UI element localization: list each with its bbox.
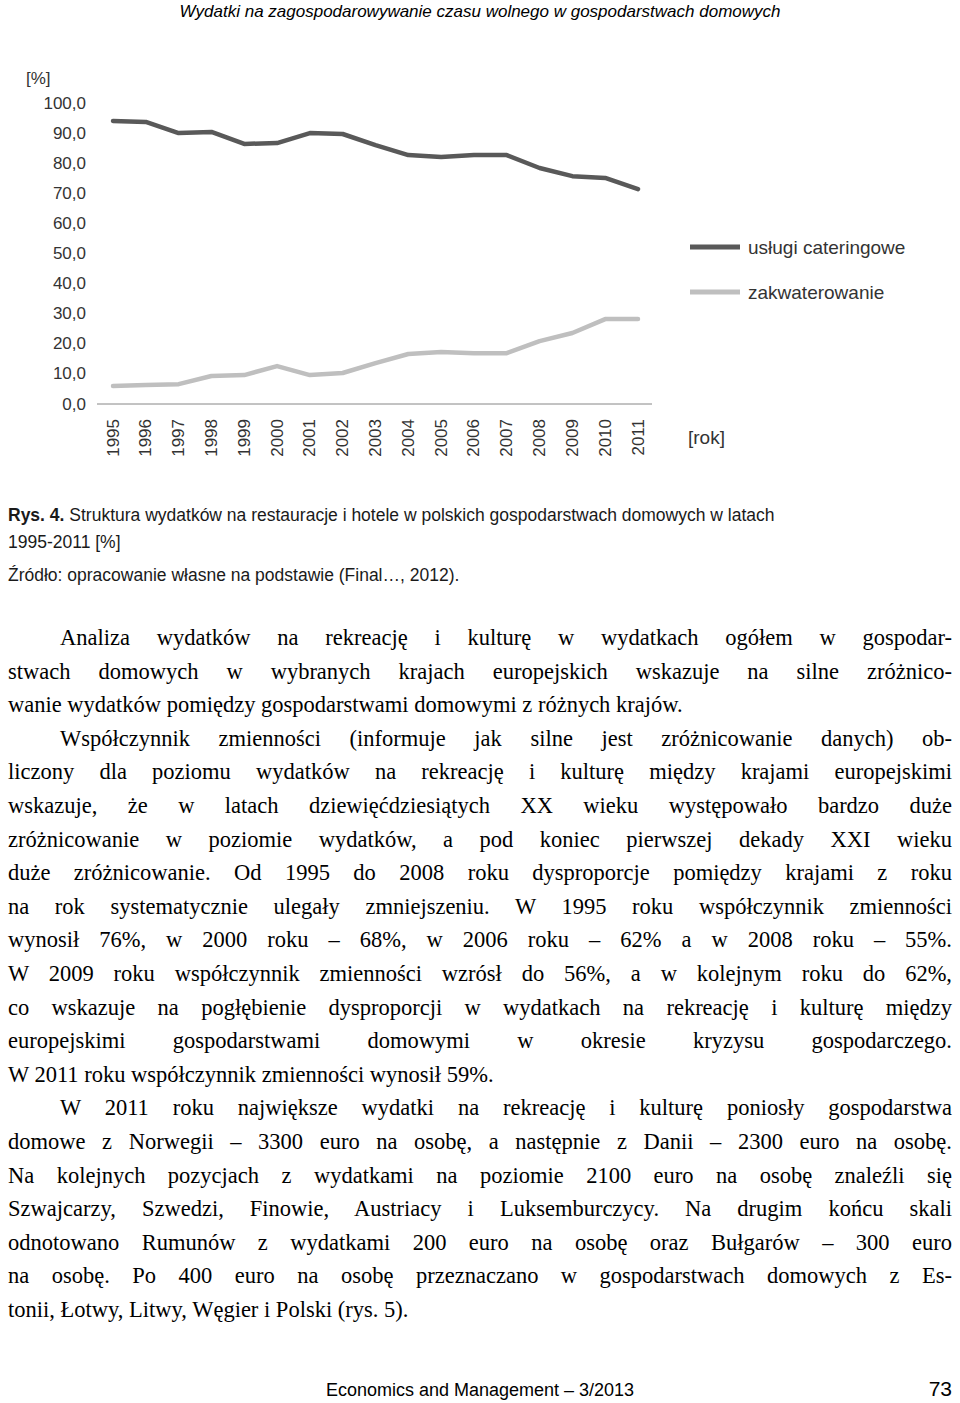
x-tick-label: 2005 [432,419,451,457]
footer-journal: Economics and Management – 3/2013 [0,1378,960,1402]
x-tick-label: 2004 [399,419,418,457]
y-tick-label: 20,0 [53,334,86,353]
body-text-line: stwach domowych w wybranych krajach euro… [8,655,952,689]
y-tick-label: 40,0 [53,274,86,293]
series-line [113,121,638,189]
body-text-line: W 2011 roku największe wydatki na rekrea… [60,1091,952,1125]
y-axis-label: [%] [26,69,51,88]
body-text-line: domowe z Norwegii – 3300 euro na osobę, … [8,1125,952,1159]
series-line [113,319,638,386]
body-text-line: W 2011 roku współczynnik zmienności wyno… [8,1058,952,1092]
plot-area [113,121,638,386]
legend-swatch [690,290,740,295]
body-text-line: Analiza wydatków na rekreację i kulturę … [60,621,952,655]
x-tick-label: 1996 [136,419,155,457]
y-tick-label: 10,0 [53,364,86,383]
y-tick-label: 80,0 [53,154,86,173]
y-tick-label: 70,0 [53,184,86,203]
body-text-line: na osobę. Po 400 euro na osobę przeznacz… [8,1259,952,1293]
legend-label: usługi cateringowe [748,237,905,258]
body-text-line: na rok systematycznie ulegały zmniejszen… [8,890,952,924]
figure-source: Źródło: opracowanie własne na podstawie … [8,563,459,587]
x-tick-label: 2008 [530,419,549,457]
x-tick-label: 1998 [202,419,221,457]
x-tick-label: 2011 [629,419,648,456]
x-tick-label: 2009 [563,419,582,457]
body-text-line: co wskazuje na pogłębienie dysproporcji … [8,991,952,1025]
legend-swatch [690,245,740,250]
y-tick-label: 100,0 [43,94,86,113]
legend-label: zakwaterowanie [748,282,884,303]
y-tick-label: 60,0 [53,214,86,233]
body-text-line: liczony dla poziomu wydatków na rekreacj… [8,755,952,789]
x-tick-label: 1997 [169,419,188,457]
body-text-line: tonii, Łotwy, Litwy, Węgier i Polski (ry… [8,1293,952,1327]
footer-page-number: 73 [929,1376,952,1402]
x-tick-label: 2001 [300,419,319,457]
body-text-line: zróżnicowanie w poziomie wydatków, a pod… [8,823,952,857]
body-text-line: wskazuje, że w latach dziewięćdziesiątyc… [8,789,952,823]
x-tick-label: 1999 [235,419,254,457]
body-text-line: odnotowano Rumunów z wydatkami 200 euro … [8,1226,952,1260]
body-text-line: Na kolejnych pozycjach z wydatkami na po… [8,1159,952,1193]
body-text-line: duże zróżnicowanie. Od 1995 do 2008 roku… [8,856,952,890]
x-axis-line [97,404,652,405]
body-text-line: wanie wydatków pomiędzy gospodarstwami d… [8,688,952,722]
y-tick-label: 30,0 [53,304,86,323]
y-axis-line [97,103,98,404]
y-tick-label: 0,0 [62,395,86,414]
running-header: Wydatki na zagospodarowywanie czasu woln… [0,0,960,24]
caption-label: Rys. 4. [8,505,64,525]
x-tick-label: 2007 [497,419,516,457]
body-text-line: europejskimi gospodarstwami domowymi w o… [8,1024,952,1058]
x-tick-label: 2003 [366,419,385,457]
x-tick-label: 2010 [596,419,615,457]
x-tick-label: 2006 [464,419,483,457]
x-axis-label: [rok] [688,427,725,448]
y-tick-label: 50,0 [53,244,86,263]
body-text-line: Szwajcarzy, Szwedzi, Finowie, Austriacy … [8,1192,952,1226]
figure-caption: Rys. 4. Struktura wydatków na restauracj… [8,503,775,527]
chart: 0,0 10,0 20,0 30,0 40,0 50,0 60,0 70,0 80,0 90,0 1… [0,0,960,490]
x-tick-label: 2000 [268,419,287,457]
body-text-line: wynosił 76%, w 2000 roku – 68%, w 2006 r… [8,923,952,957]
caption-text: Struktura wydatków na restauracje i hote… [69,505,774,525]
y-tick-label: 90,0 [53,124,86,143]
x-tick-label: 1995 [104,419,123,457]
body-text-line: Współczynnik zmienności (informuje jak s… [60,722,952,756]
body-text-line: W 2009 roku współczynnik zmienności wzró… [8,957,952,991]
figure-caption-line: 1995-2011 [%] [8,530,121,554]
x-tick-label: 2002 [333,419,352,457]
